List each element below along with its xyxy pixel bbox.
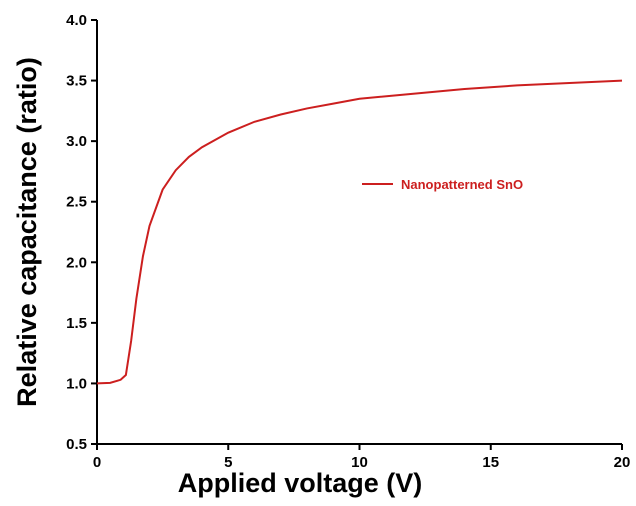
y-tick-label: 4.0 (66, 12, 87, 29)
x-axis-label: Applied voltage (V) (178, 468, 423, 498)
y-tick-label: 1.5 (66, 315, 87, 332)
y-tick-label: 2.0 (66, 254, 87, 271)
y-axis-label: Relative capacitance (ratio) (12, 57, 42, 407)
x-tick-label: 0 (93, 454, 101, 471)
y-tick-label: 1.0 (66, 375, 87, 392)
data-line (96, 79, 623, 385)
y-tick-label: 3.0 (66, 133, 87, 150)
y-tick-label: 2.5 (66, 194, 87, 211)
x-tick-label: 5 (224, 454, 232, 471)
x-tick-label: 10 (351, 454, 368, 471)
legend-label: Nanopatterned SnO (401, 177, 523, 192)
x-tick-label: 15 (482, 454, 499, 471)
y-tick-label: 3.5 (66, 73, 87, 90)
x-tick-label: 20 (614, 454, 631, 471)
y-tick-label: 0.5 (66, 436, 87, 453)
